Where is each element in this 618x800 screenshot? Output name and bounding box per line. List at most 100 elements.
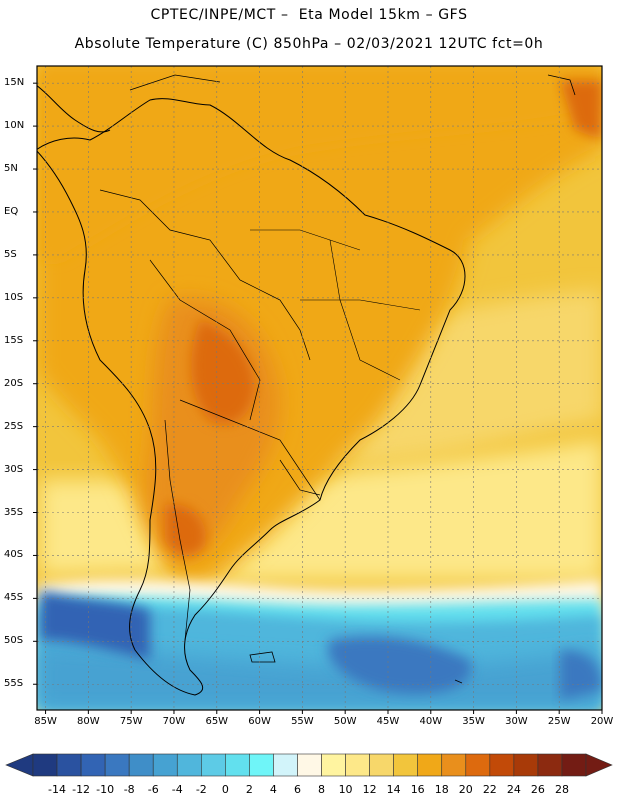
lat-label: 30S: [4, 463, 24, 475]
colorbar-swatch: [225, 753, 250, 777]
colorbar-swatch: [80, 753, 106, 777]
colorbar-label: 22: [482, 783, 497, 796]
border-brazil-west: [99, 189, 311, 361]
lon-label: 60W: [248, 716, 271, 727]
field-hot-northeast: [560, 80, 602, 140]
lat-label: EQ: [4, 205, 19, 217]
colorbar-swatch: [273, 753, 298, 777]
colorbar-label: 12: [362, 783, 377, 796]
field-cold-pacific: [40, 590, 150, 660]
lat-label: 5S: [4, 248, 17, 260]
lon-label: 75W: [119, 716, 143, 727]
colorbar-swatch: [176, 753, 202, 777]
lat-label: 55S: [4, 678, 24, 690]
colorbar-label: -4: [171, 783, 183, 796]
lat-label: 45S: [4, 592, 24, 604]
colorbar-label: 16: [410, 783, 425, 796]
colorbar-swatch: [249, 753, 274, 777]
lon-label: 65W: [205, 716, 229, 727]
colorbar-label: 24: [506, 783, 521, 796]
colorbar-swatch: [465, 753, 491, 777]
colorbar-label: 28: [554, 783, 569, 796]
lat-label: 15N: [4, 77, 25, 89]
lat-label: 10N: [4, 120, 25, 132]
colorbar-label: 2: [245, 783, 253, 796]
colorbar-swatch: [128, 753, 154, 777]
map-frame: [36, 65, 603, 711]
border-bolivia: [149, 259, 261, 421]
colorbar-label: 18: [434, 783, 449, 796]
border-chile: [164, 419, 191, 641]
colorbar-swatch: [201, 753, 226, 777]
border-argentina-north: [179, 399, 321, 501]
colorbar-swatch: [537, 753, 563, 777]
colorbar-swatch: [561, 753, 587, 777]
map-title: CPTEC/INPE/MCT – Eta Model 15km – GFS: [150, 7, 468, 23]
border-uruguay: [279, 459, 321, 496]
lon-label: 35W: [462, 716, 485, 727]
colorbar-label: 14: [386, 783, 401, 796]
colorbar-swatch: [321, 753, 346, 777]
colorbar-label: 10: [338, 783, 353, 796]
lon-label: 70W: [162, 716, 186, 727]
field-north-warm: [40, 66, 602, 260]
temperature-map: [33, 65, 603, 714]
field-hot-south: [165, 504, 206, 556]
colorbar-label: 8: [318, 783, 326, 796]
lat-label: 20S: [4, 377, 24, 389]
colorbar-swatch: [152, 753, 178, 777]
colorbar-swatch: [489, 753, 515, 777]
coastline-central-america: [37, 85, 111, 133]
colorbar-label: -14: [48, 783, 67, 796]
colorbar-swatch: [369, 753, 394, 777]
field-hot-core: [191, 320, 255, 424]
colorbar-under-arrow: [5, 753, 34, 777]
colorbar-label: -6: [147, 783, 159, 796]
lon-label: 85W: [34, 716, 57, 727]
colorbar-label: 4: [269, 783, 277, 796]
field-deep-cold: [37, 645, 602, 710]
colorbar-label: 26: [530, 783, 545, 796]
lat-label: 15S: [4, 334, 24, 346]
temperature-field: [37, 66, 602, 710]
colorbar-swatch: [104, 753, 130, 777]
lat-label: 35S: [4, 506, 24, 518]
coastline-malvinas: [249, 651, 276, 663]
lat-label: 10S: [4, 291, 24, 303]
coastline-south-america: [37, 98, 466, 696]
colorbar-label: -2: [195, 783, 207, 796]
lon-label: 55W: [291, 716, 314, 727]
lon-label: 50W: [333, 716, 357, 727]
colorbar-swatch: [393, 753, 418, 777]
lon-label: 25W: [547, 716, 571, 727]
colorbar-swatch: [441, 753, 467, 777]
colorbar-over-arrow: [585, 753, 613, 777]
colorbar-swatch: [417, 753, 443, 777]
lon-label: 45W: [376, 716, 400, 727]
grid-lines: [37, 66, 603, 710]
colorbar-swatch: [56, 753, 82, 777]
colorbar-swatch: [297, 753, 322, 777]
colorbar: [5, 753, 613, 777]
map-subtitle: Absolute Temperature (C) 850hPa – 02/03/…: [74, 36, 544, 52]
colorbar-swatch: [513, 753, 539, 777]
colorbar-swatch: [345, 753, 370, 777]
colorbar-swatch: [32, 753, 58, 777]
colorbar-label: 6: [293, 783, 301, 796]
lon-label: 20W: [590, 716, 614, 727]
coastline-islands: [547, 74, 576, 96]
lat-label: 40S: [4, 549, 24, 561]
field-band-pale: [200, 440, 602, 580]
coastline-south-georgia: [454, 679, 463, 684]
colorbar-label: 0: [221, 783, 229, 796]
coastline-caribbean: [129, 74, 221, 91]
colorbar-label: -8: [123, 783, 135, 796]
field-cold-atlantic: [327, 636, 472, 694]
colorbar-label: -10: [96, 783, 115, 796]
lon-label: 30W: [505, 716, 528, 727]
border-brazil-states-3: [250, 229, 361, 251]
colorbar-label: -12: [72, 783, 91, 796]
lat-label: 5N: [4, 163, 18, 175]
lon-label: 40W: [419, 716, 443, 727]
lon-label: 80W: [77, 716, 100, 727]
